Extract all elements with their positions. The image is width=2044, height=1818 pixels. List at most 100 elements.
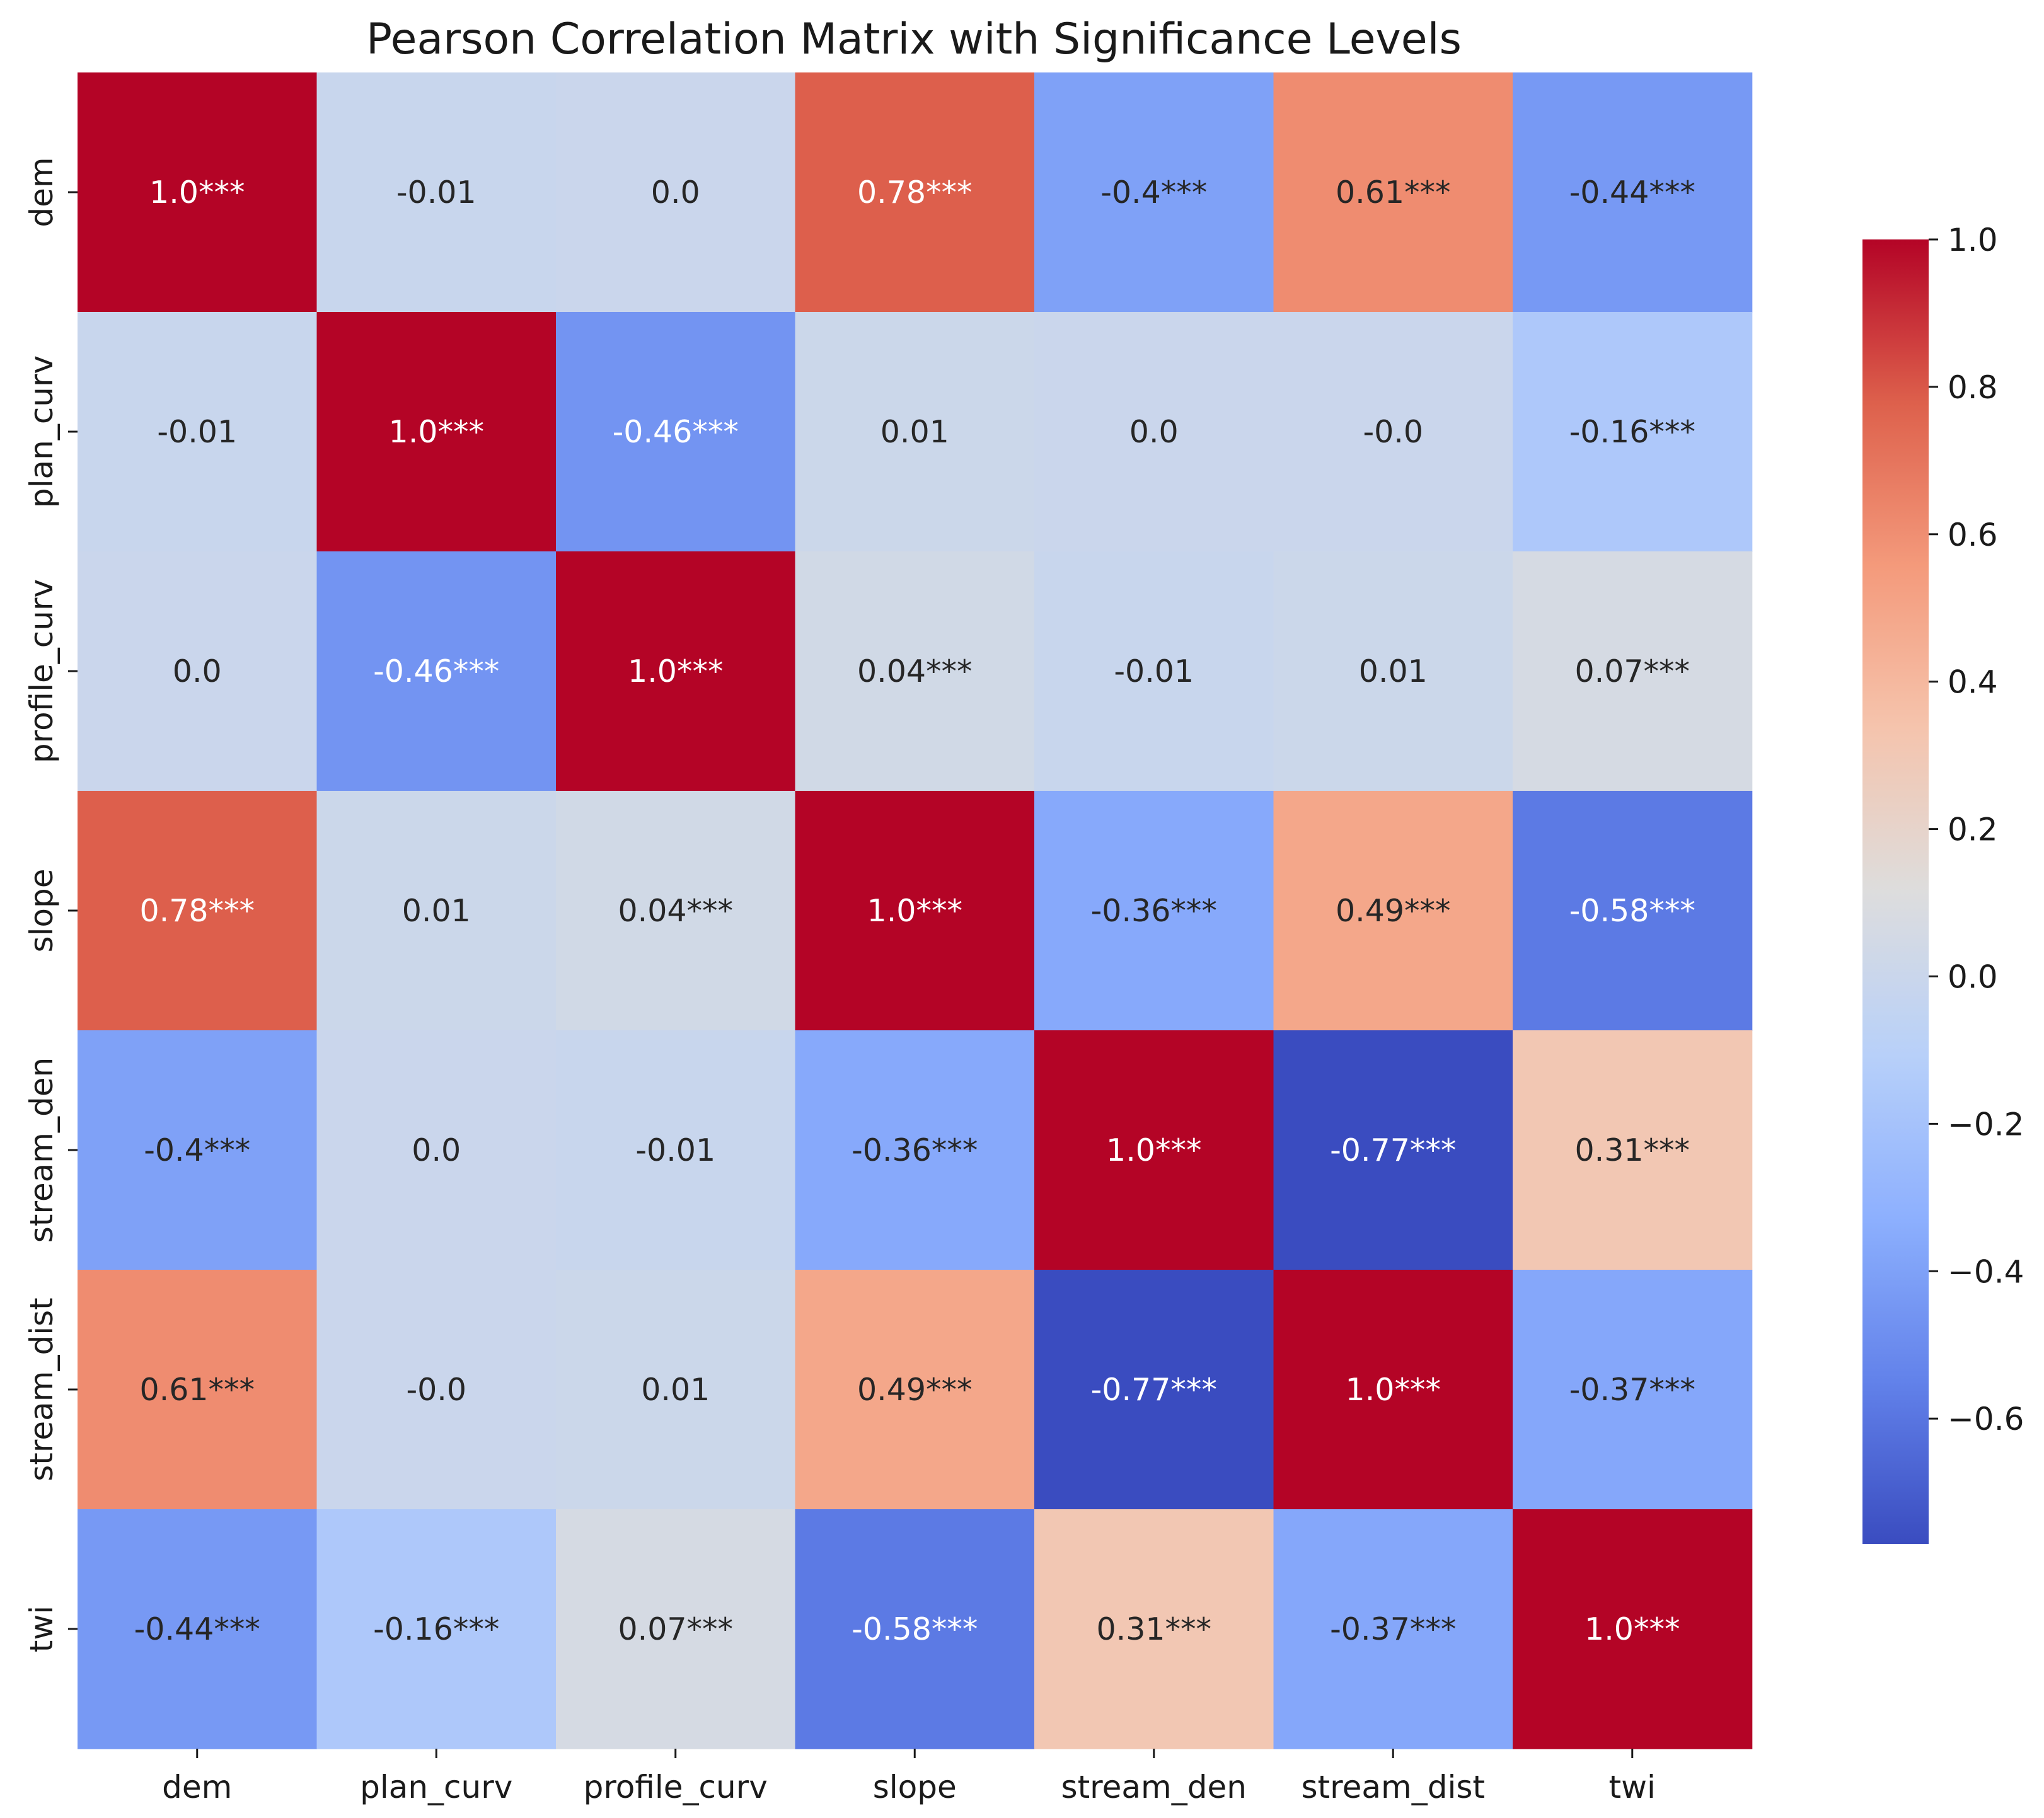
cell-annotation-twi-dem: -0.44*** (134, 1611, 260, 1647)
heatmap-cell-twi-slope (795, 1509, 1035, 1749)
heatmap-cell-twi-plan_curv (316, 1509, 557, 1749)
cell-annotation-dem-slope: 0.78*** (857, 175, 973, 210)
cell-annotation-dem-twi: -0.44*** (1569, 175, 1695, 210)
cell-annotation-slope-profile_curv: 0.04*** (618, 893, 733, 929)
cell-annotation-dem-dem: 1.0*** (149, 175, 245, 210)
x-tick-label-profile_curv: profile_curv (584, 1769, 768, 1805)
cell-annotation-plan_curv-plan_curv: 1.0*** (389, 414, 484, 450)
heatmap-cell-twi-stream_dist (1273, 1509, 1513, 1749)
colorbar-tick-label: −0.4 (1948, 1253, 2024, 1290)
heatmap-cell-twi-dem (78, 1509, 318, 1749)
heatmap-cell-stream_den-profile_curv (556, 1030, 796, 1270)
heatmap-cell-profile_curv-twi (1513, 551, 1753, 791)
x-tick-label-stream_dist: stream_dist (1301, 1769, 1485, 1805)
heatmap-cell-stream_den-plan_curv (316, 1030, 557, 1270)
cell-annotation-dem-stream_den: -0.4*** (1100, 175, 1207, 210)
heatmap-cell-stream_dist-stream_den (1034, 1270, 1274, 1510)
colorbar-tick-label: 0.8 (1948, 369, 1998, 406)
cell-annotation-dem-profile_curv: 0.0 (651, 175, 700, 210)
cell-annotation-slope-dem: 0.78*** (139, 893, 255, 929)
cell-annotation-stream_den-stream_dist: -0.77*** (1330, 1132, 1456, 1168)
x-tick-label-dem: dem (162, 1769, 232, 1805)
cell-annotation-stream_den-profile_curv: -0.01 (635, 1132, 715, 1168)
cell-annotation-profile_curv-profile_curv: 1.0*** (628, 653, 723, 689)
heatmap-cell-plan_curv-dem (78, 312, 318, 552)
heatmap-cell-stream_den-slope (795, 1030, 1035, 1270)
cell-annotation-dem-stream_dist: 0.61*** (1336, 175, 1451, 210)
chart-title: Pearson Correlation Matrix with Signific… (366, 14, 1462, 64)
heatmap-cell-slope-slope (795, 791, 1035, 1031)
cell-annotation-twi-slope: -0.58*** (852, 1611, 978, 1647)
heatmap-cell-profile_curv-dem (78, 551, 318, 791)
cell-annotation-profile_curv-plan_curv: -0.46*** (373, 653, 499, 689)
heatmap-cell-dem-stream_den (1034, 72, 1274, 313)
cell-annotation-stream_dist-stream_dist: 1.0*** (1346, 1372, 1441, 1408)
cell-annotation-twi-twi: 1.0*** (1585, 1611, 1680, 1647)
heatmap-cell-stream_dist-slope (795, 1270, 1035, 1510)
cell-annotation-stream_den-plan_curv: 0.0 (412, 1132, 461, 1168)
cell-annotation-slope-twi: -0.58*** (1569, 893, 1695, 929)
cell-annotation-plan_curv-dem: -0.01 (157, 414, 237, 450)
x-tick-label-plan_curv: plan_curv (360, 1769, 512, 1805)
cell-annotation-stream_dist-stream_den: -0.77*** (1091, 1372, 1217, 1408)
y-tick-label-stream_dist: stream_dist (23, 1297, 60, 1481)
x-axis-ticks: dem plan_curv profile_curv slope stream_den s… (162, 1749, 1656, 1805)
heatmap-cell-plan_curv-stream_dist (1273, 312, 1513, 552)
cell-annotation-plan_curv-stream_den: 0.0 (1129, 414, 1179, 450)
heatmap-cell-twi-twi (1513, 1509, 1753, 1749)
colorbar-tick-label: 0.2 (1948, 812, 1998, 848)
heatmap-cell-dem-slope (795, 72, 1035, 313)
cell-annotation-slope-stream_dist: 0.49*** (1336, 893, 1451, 929)
heatmap-cell-stream_dist-profile_curv (556, 1270, 796, 1510)
colorbar-tick-label: 0.6 (1948, 517, 1998, 553)
colorbar-tick-label: 0.0 (1948, 958, 1998, 995)
heatmap-cell-plan_curv-twi (1513, 312, 1753, 552)
cell-annotation-plan_curv-slope: 0.01 (881, 414, 949, 450)
y-tick-label-twi: twi (23, 1606, 60, 1652)
heatmap-cell-twi-stream_den (1034, 1509, 1274, 1749)
heatmap-cell-slope-dem (78, 791, 318, 1031)
cell-annotation-twi-stream_den: 0.31*** (1096, 1611, 1211, 1647)
heatmap-cell-plan_curv-profile_curv (556, 312, 796, 552)
heatmap-cell-dem-stream_dist (1273, 72, 1513, 313)
heatmap-cell-dem-plan_curv (316, 72, 557, 313)
heatmap-cell-dem-dem (78, 72, 318, 313)
y-tick-label-slope: slope (23, 868, 60, 952)
cell-annotation-slope-plan_curv: 0.01 (402, 893, 471, 929)
heatmap-cell-plan_curv-slope (795, 312, 1035, 552)
heatmap-cells: 1.0*** -0.01 0.0 0.78*** -0.4*** 0.61*** -0.44… (78, 72, 1753, 1749)
heatmap-cell-stream_dist-dem (78, 1270, 318, 1510)
cell-annotation-stream_den-dem: -0.4*** (144, 1132, 250, 1168)
heatmap-cell-slope-stream_dist (1273, 791, 1513, 1031)
cell-annotation-stream_dist-slope: 0.49*** (857, 1372, 973, 1408)
cell-annotation-stream_dist-dem: 0.61*** (139, 1372, 255, 1408)
cell-annotation-stream_den-stream_den: 1.0*** (1106, 1132, 1201, 1168)
cell-annotation-stream_den-twi: 0.31*** (1574, 1132, 1690, 1168)
x-tick-label-slope: slope (873, 1769, 957, 1805)
heatmap-cell-profile_curv-plan_curv (316, 551, 557, 791)
cell-annotation-stream_dist-plan_curv: -0.0 (406, 1372, 466, 1408)
colorbar-tick-label: −0.2 (1948, 1106, 2024, 1142)
cell-annotation-twi-profile_curv: 0.07*** (618, 1611, 733, 1647)
x-tick-label-stream_den: stream_den (1061, 1769, 1247, 1805)
cell-annotation-twi-plan_curv: -0.16*** (373, 1611, 499, 1647)
cell-annotation-profile_curv-slope: 0.04*** (857, 653, 973, 689)
cell-annotation-stream_den-slope: -0.36*** (852, 1132, 978, 1168)
cell-annotation-plan_curv-stream_dist: -0.0 (1363, 414, 1423, 450)
cell-annotation-plan_curv-twi: -0.16*** (1569, 414, 1695, 450)
y-tick-label-profile_curv: profile_curv (23, 579, 60, 763)
cell-annotation-slope-slope: 1.0*** (867, 893, 962, 929)
colorbar-bar (1862, 239, 1929, 1544)
colorbar-tick-label: 1.0 (1948, 222, 1998, 258)
colorbar-tick-label: 0.4 (1948, 664, 1998, 701)
cell-annotation-profile_curv-twi: 0.07*** (1574, 653, 1690, 689)
cell-annotation-profile_curv-dem: 0.0 (173, 653, 222, 689)
heatmap-cell-profile_curv-slope (795, 551, 1035, 791)
cell-annotation-stream_dist-profile_curv: 0.01 (641, 1372, 710, 1408)
heatmap-cell-dem-twi (1513, 72, 1753, 313)
heatmap-cell-stream_den-stream_den (1034, 1030, 1274, 1270)
heatmap-cell-slope-profile_curv (556, 791, 796, 1031)
heatmap-cell-slope-twi (1513, 791, 1753, 1031)
heatmap-cell-twi-profile_curv (556, 1509, 796, 1749)
